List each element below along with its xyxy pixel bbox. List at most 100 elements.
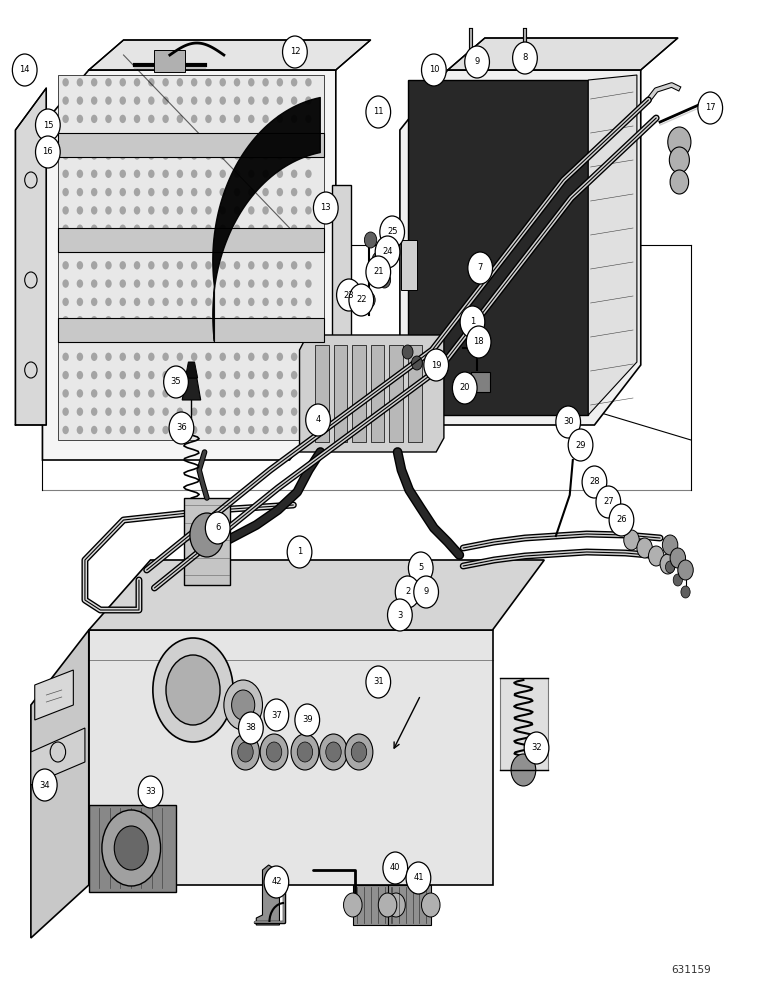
Circle shape	[162, 206, 169, 215]
Circle shape	[134, 78, 141, 87]
Circle shape	[219, 298, 226, 306]
Circle shape	[177, 371, 183, 379]
Circle shape	[162, 334, 169, 343]
Circle shape	[276, 426, 283, 434]
Circle shape	[177, 316, 183, 324]
Text: 3: 3	[398, 610, 402, 619]
Circle shape	[232, 734, 259, 770]
Text: 24: 24	[382, 247, 393, 256]
Circle shape	[134, 316, 141, 324]
Text: 12: 12	[290, 47, 300, 56]
Text: 13: 13	[320, 204, 331, 213]
Circle shape	[76, 115, 83, 123]
Circle shape	[248, 96, 255, 105]
Circle shape	[291, 298, 297, 306]
Circle shape	[305, 96, 312, 105]
Circle shape	[63, 78, 69, 87]
Circle shape	[63, 371, 69, 379]
Polygon shape	[15, 88, 46, 425]
Circle shape	[63, 298, 69, 306]
Circle shape	[234, 206, 240, 215]
Circle shape	[166, 655, 220, 725]
Circle shape	[234, 408, 240, 416]
Circle shape	[262, 426, 269, 434]
Circle shape	[162, 298, 169, 306]
Circle shape	[162, 188, 169, 196]
Circle shape	[248, 170, 255, 178]
Circle shape	[234, 316, 240, 324]
Circle shape	[148, 353, 154, 361]
Circle shape	[234, 133, 240, 141]
Circle shape	[219, 353, 226, 361]
Circle shape	[248, 279, 255, 288]
Text: 631159: 631159	[671, 965, 711, 975]
Text: 29: 29	[575, 440, 586, 450]
Circle shape	[260, 734, 288, 770]
Circle shape	[105, 206, 112, 215]
Circle shape	[148, 151, 154, 160]
Circle shape	[262, 115, 269, 123]
Circle shape	[191, 188, 198, 196]
Circle shape	[191, 371, 198, 379]
Circle shape	[153, 638, 233, 742]
Circle shape	[219, 243, 226, 251]
Circle shape	[276, 279, 283, 288]
Circle shape	[91, 298, 97, 306]
Text: 15: 15	[42, 120, 53, 129]
Circle shape	[91, 316, 97, 324]
Polygon shape	[334, 345, 347, 442]
Text: 20: 20	[459, 383, 470, 392]
Circle shape	[120, 334, 126, 343]
Circle shape	[63, 426, 69, 434]
Circle shape	[305, 353, 312, 361]
Circle shape	[134, 188, 141, 196]
Circle shape	[76, 298, 83, 306]
Circle shape	[63, 316, 69, 324]
Circle shape	[191, 206, 198, 215]
Circle shape	[177, 206, 183, 215]
Circle shape	[177, 261, 183, 270]
Circle shape	[162, 133, 169, 141]
Circle shape	[366, 256, 391, 288]
Circle shape	[380, 216, 405, 248]
Polygon shape	[408, 80, 588, 415]
Circle shape	[378, 272, 391, 288]
Circle shape	[148, 426, 154, 434]
Circle shape	[134, 389, 141, 398]
Circle shape	[134, 225, 141, 233]
Circle shape	[105, 334, 112, 343]
Circle shape	[191, 243, 198, 251]
Circle shape	[63, 115, 69, 123]
Text: 36: 36	[176, 424, 187, 432]
Text: 33: 33	[145, 788, 156, 796]
Circle shape	[205, 151, 212, 160]
Circle shape	[91, 261, 97, 270]
Circle shape	[513, 42, 537, 74]
Circle shape	[191, 170, 198, 178]
Circle shape	[63, 334, 69, 343]
Polygon shape	[371, 345, 384, 442]
Circle shape	[248, 133, 255, 141]
Circle shape	[105, 298, 112, 306]
Circle shape	[162, 371, 169, 379]
Circle shape	[205, 225, 212, 233]
Circle shape	[164, 366, 188, 398]
Circle shape	[219, 96, 226, 105]
Text: 1: 1	[297, 548, 302, 556]
Circle shape	[76, 170, 83, 178]
Circle shape	[291, 371, 297, 379]
Circle shape	[177, 426, 183, 434]
Circle shape	[191, 261, 198, 270]
Circle shape	[32, 769, 57, 801]
Circle shape	[305, 225, 312, 233]
Circle shape	[191, 353, 198, 361]
Circle shape	[234, 225, 240, 233]
Circle shape	[234, 353, 240, 361]
Circle shape	[205, 78, 212, 87]
Text: 32: 32	[531, 744, 542, 752]
Circle shape	[363, 292, 375, 308]
Circle shape	[162, 316, 169, 324]
Circle shape	[422, 54, 446, 86]
Circle shape	[138, 776, 163, 808]
Circle shape	[670, 170, 689, 194]
